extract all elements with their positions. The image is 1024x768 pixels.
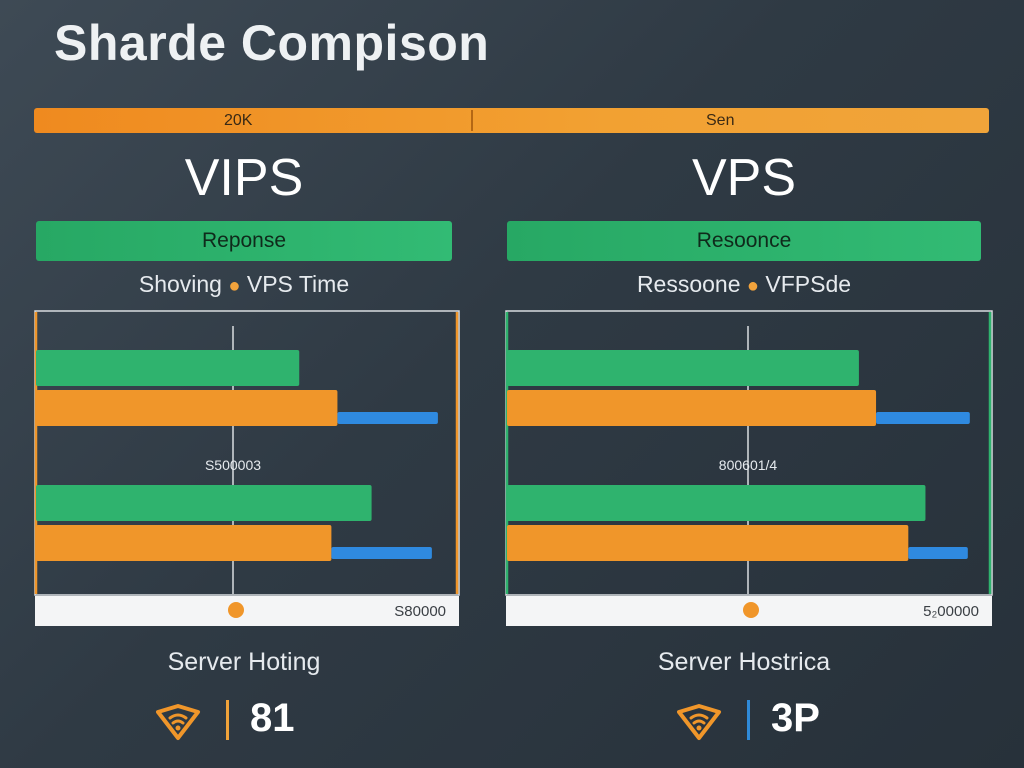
page-title: Sharde Compison — [54, 15, 490, 71]
bar-chart: S500003 S80000 — [34, 310, 460, 628]
panel-vps: VPS Resoonce Ressoone ● VFPSde 800601/4 5… — [505, 148, 993, 768]
footer-stat: 3P — [675, 696, 975, 746]
legend-item-1: Shoving — [138, 271, 222, 297]
footer-value: 81 — [250, 696, 295, 740]
bar-blue-group-1 — [876, 412, 970, 424]
server-shield-icon — [156, 704, 200, 740]
bar-blue-group-2 — [908, 547, 968, 559]
top-banner-right-label: Sen — [706, 112, 735, 129]
chart-mid-label: 800601/4 — [719, 457, 778, 473]
top-banner-left-label: 20K — [224, 112, 253, 129]
bar-orange-group-1 — [507, 390, 877, 426]
chart-axis-label: 5₂00000 — [923, 603, 979, 620]
response-banner: Resoonce — [507, 221, 981, 261]
top-banner: 20K Sen — [34, 108, 989, 133]
footer-separator — [747, 700, 750, 740]
chart-axis-strip — [35, 596, 459, 626]
bar-orange-group-2 — [507, 525, 909, 561]
bar-green-group-1 — [36, 350, 300, 386]
footer-value: 3P — [771, 696, 820, 740]
axis-marker-dot — [743, 602, 759, 618]
chart-axis-label: S80000 — [394, 603, 446, 620]
chart-mid-label: S500003 — [205, 457, 261, 473]
footer-separator — [226, 700, 229, 740]
bar-orange-group-1 — [36, 390, 338, 426]
bar-green-group-2 — [507, 485, 926, 521]
bar-green-group-1 — [507, 350, 859, 386]
legend-dot-icon: ● — [746, 275, 759, 297]
legend-item-2: VPS Time — [246, 271, 350, 297]
legend-item-2: VFPSde — [765, 271, 852, 297]
legend-dot-icon: ● — [228, 275, 241, 297]
panel-vips: VIPS Reponse Shoving ● VPS Time S500003 S… — [34, 148, 504, 768]
panel-heading: VPS — [691, 149, 797, 207]
server-label: Server Hostrica — [657, 648, 831, 676]
bar-blue-group-2 — [331, 547, 432, 559]
panel-heading: VIPS — [184, 149, 304, 207]
server-label: Server Hoting — [167, 648, 321, 676]
bar-chart: 800601/4 5₂00000 — [505, 310, 993, 628]
footer-stat: 81 — [154, 696, 454, 746]
top-banner-divider — [471, 110, 473, 131]
bar-chart-svg: S500003 S80000 — [34, 310, 460, 626]
legend-row: Ressoone ● VFPSde — [505, 271, 983, 298]
bar-blue-group-1 — [337, 412, 438, 424]
response-banner: Reponse — [36, 221, 452, 261]
server-shield-icon — [677, 704, 721, 740]
bar-orange-group-2 — [36, 525, 332, 561]
bar-green-group-2 — [36, 485, 372, 521]
bar-chart-svg: 800601/4 5₂00000 — [505, 310, 993, 626]
legend-row: Shoving ● VPS Time — [34, 271, 454, 298]
legend-item-1: Ressoone — [636, 271, 741, 297]
axis-marker-dot — [228, 602, 244, 618]
